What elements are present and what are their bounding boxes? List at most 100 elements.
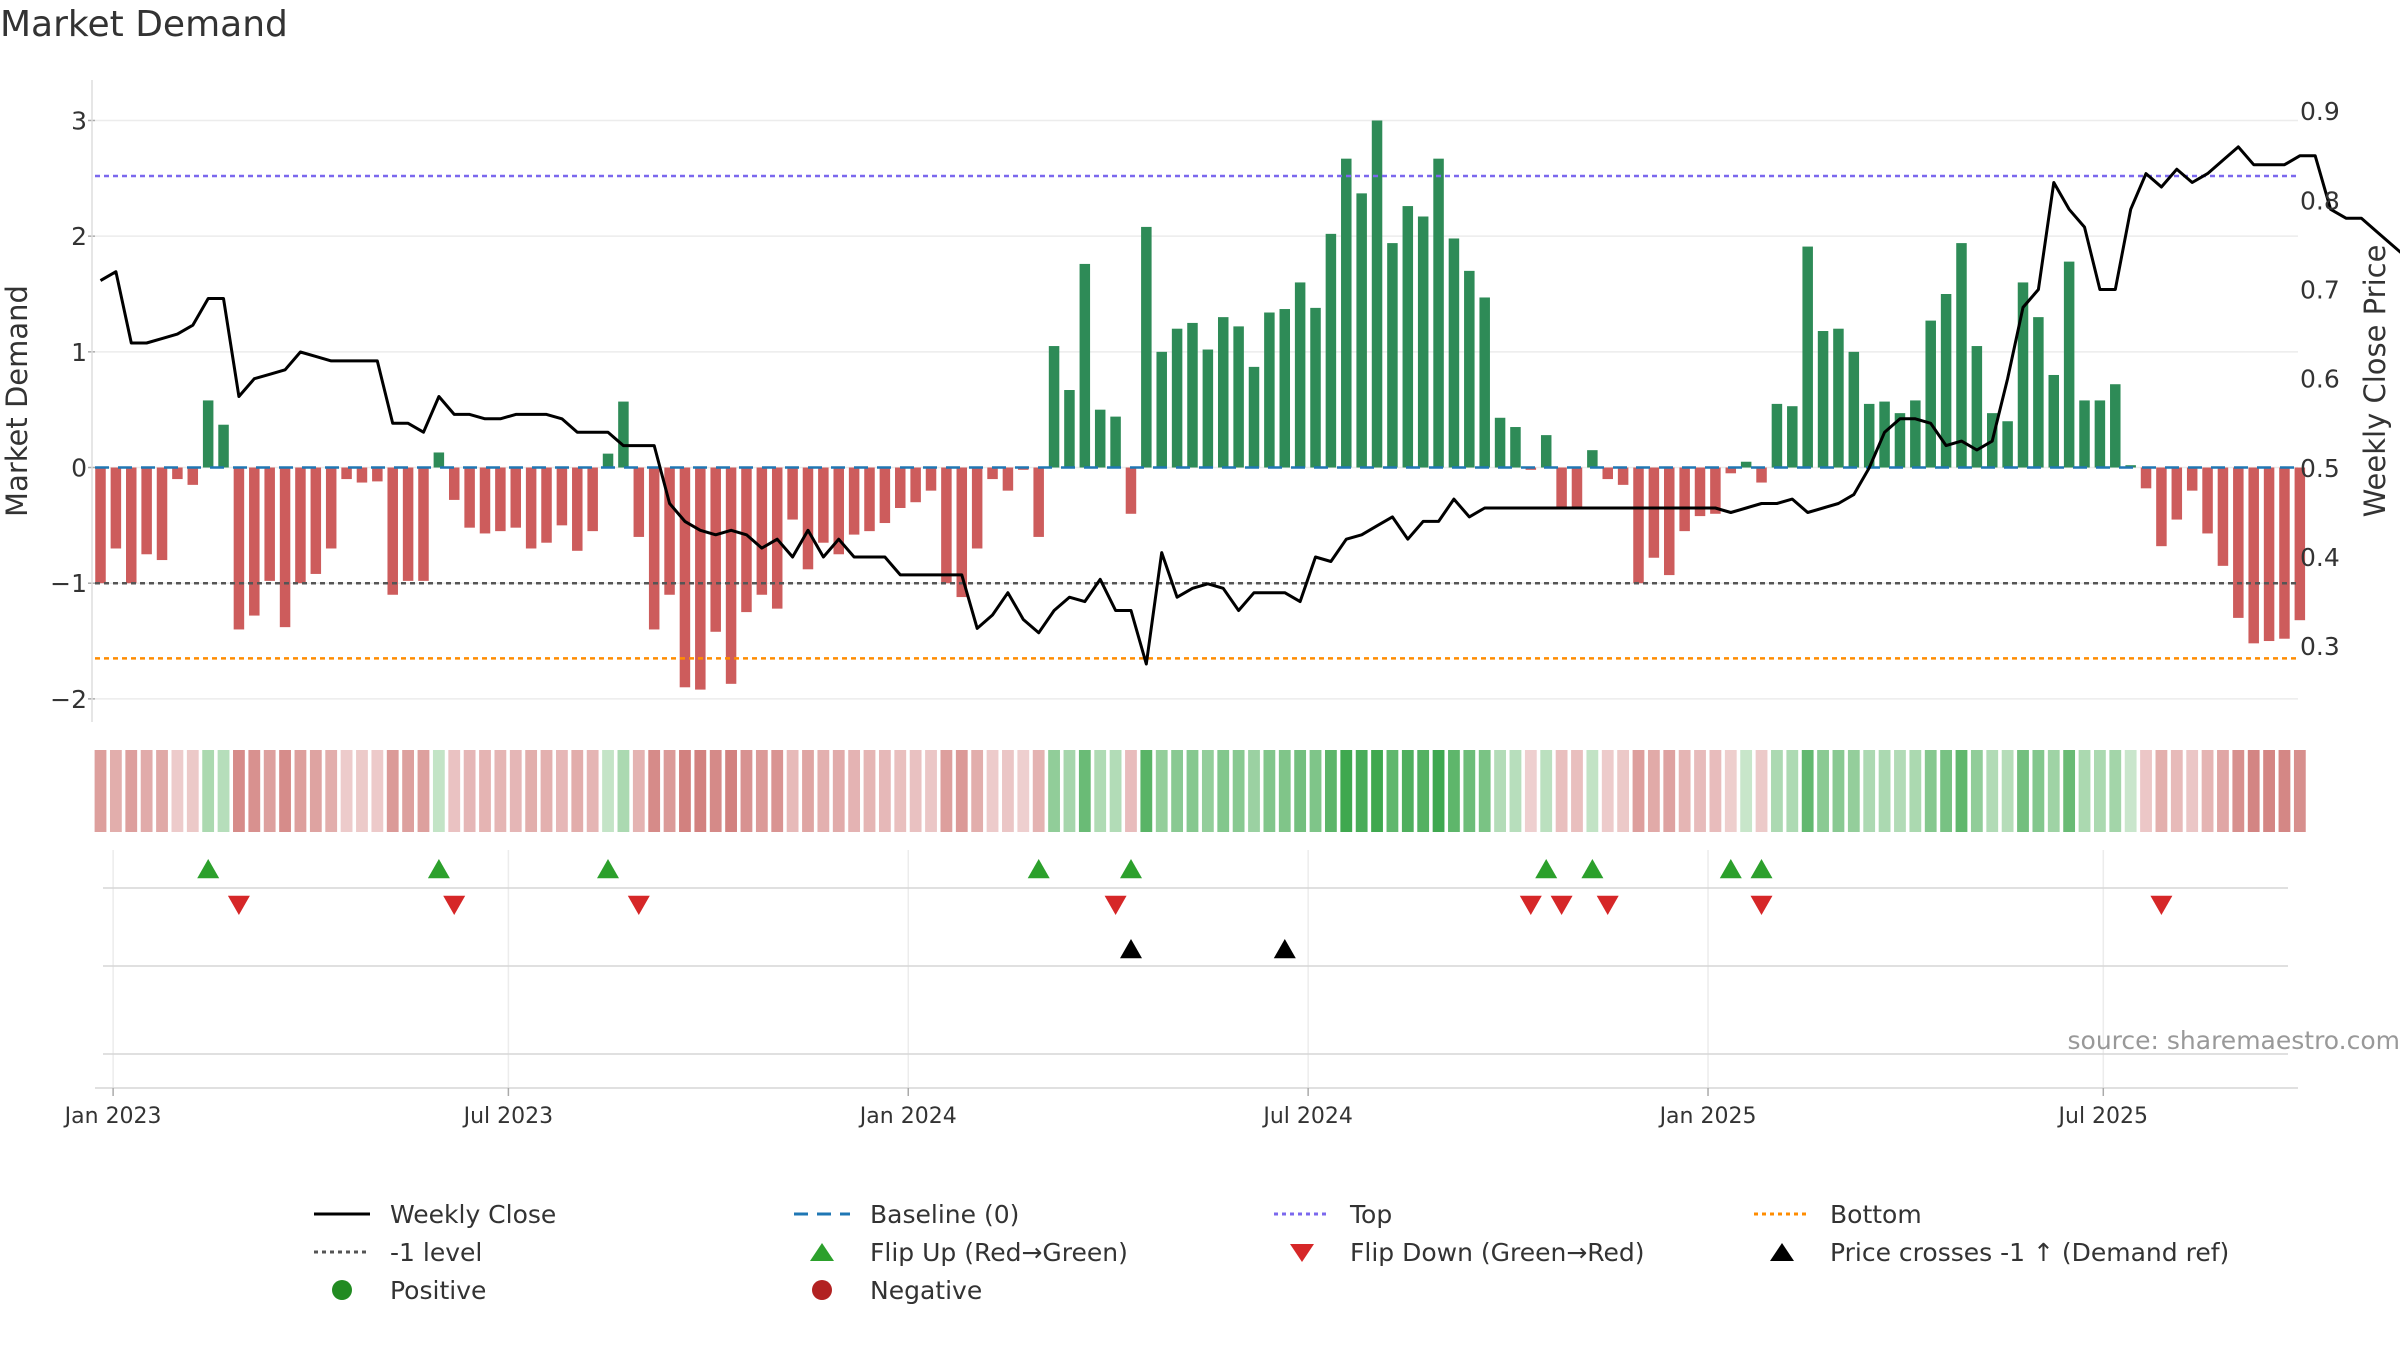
heat-cell	[1924, 750, 1937, 832]
heat-cell	[878, 750, 891, 832]
heat-cell	[2155, 750, 2168, 832]
heat-cell	[2063, 750, 2076, 832]
demand-bar	[1233, 326, 1244, 468]
demand-bar	[1371, 120, 1383, 468]
demand-bar	[402, 467, 414, 581]
demand-bar	[818, 467, 829, 543]
demand-bar	[479, 467, 491, 534]
demand-bar	[1740, 461, 1752, 468]
heat-cell	[1863, 750, 1876, 832]
flip-down-marker	[1596, 895, 1619, 915]
heat-cell	[2232, 750, 2245, 832]
heat-cell	[1786, 750, 1799, 832]
legend-line-icon	[314, 1212, 370, 1216]
legend-label: Bottom	[1830, 1199, 1922, 1229]
x-tick-label: Jul 2025	[2057, 1104, 2149, 1129]
demand-bar	[1479, 297, 1490, 468]
demand-bar	[2294, 467, 2306, 621]
demand-bar	[110, 467, 122, 549]
demand-bar	[1940, 294, 1952, 468]
heat-cell	[571, 750, 584, 832]
demand-bar	[1540, 435, 1552, 468]
heat-cell	[386, 750, 399, 832]
demand-bar	[418, 467, 429, 581]
legend-label: Top	[1350, 1199, 1393, 1229]
demand-bar	[1417, 216, 1429, 468]
demand-bar	[695, 467, 706, 690]
heat-cell	[1586, 750, 1599, 832]
heat-cell	[1432, 750, 1445, 832]
demand-bar	[1202, 349, 1214, 468]
heat-cell	[556, 750, 568, 832]
left-tick-label: 0	[71, 454, 87, 483]
demand-bar	[848, 467, 860, 535]
heat-cell	[709, 750, 722, 832]
heat-cell	[525, 750, 538, 832]
heat-cell	[2124, 750, 2137, 832]
heat-cell	[140, 750, 153, 832]
heat-cell	[1278, 750, 1291, 832]
heat-cell	[2263, 750, 2275, 832]
heat-cell	[1140, 750, 1153, 832]
demand-bar	[279, 467, 291, 628]
heat-cell	[679, 750, 691, 832]
left-tick-label: 1	[71, 338, 87, 367]
demand-bar	[1756, 467, 1767, 483]
demand-bar	[1171, 328, 1183, 468]
heat-cell	[1847, 750, 1860, 832]
demand-bar	[1464, 270, 1475, 468]
heat-cell	[1448, 750, 1460, 832]
heat-cell	[1401, 750, 1414, 832]
legend-dot-line-icon	[314, 1250, 370, 1254]
demand-bar	[1294, 282, 1306, 468]
heat-cell	[402, 750, 414, 832]
x-tick-label: Jul 2024	[1261, 1104, 1353, 1129]
heat-cell	[2217, 750, 2229, 832]
flip-down-marker	[1519, 895, 1542, 915]
heat-cell	[186, 750, 199, 832]
flip-up-marker	[1719, 859, 1742, 879]
demand-bar	[1048, 346, 1060, 468]
demand-bar	[1894, 413, 1906, 468]
price-cross-marker	[1273, 939, 1296, 959]
demand-bar	[1910, 400, 1921, 468]
legend-label: Flip Down (Green→Red)	[1350, 1237, 1645, 1267]
x-axis: Jan 2023 Jul 2023 Jan 2024 Jul 2024 Jan 2025…	[63, 1087, 2298, 1129]
demand-bar	[1971, 346, 1983, 468]
flip-up-marker	[1120, 859, 1142, 879]
heat-cell	[1724, 750, 1737, 832]
demand-bar	[2248, 467, 2259, 644]
demand-bar	[1341, 158, 1352, 468]
demand-bar	[2171, 467, 2183, 520]
demand-bar	[1571, 467, 1583, 508]
demand-bar	[2063, 261, 2075, 468]
demand-bar	[341, 467, 352, 480]
right-tick-label: 0.7	[2300, 276, 2340, 305]
demand-bar	[971, 467, 983, 549]
flip-up-marker	[197, 859, 220, 879]
heat-cell	[1986, 750, 1999, 832]
left-tick-label: −1	[50, 569, 87, 598]
demand-bar	[725, 467, 737, 684]
demand-bar	[664, 467, 675, 595]
demand-bar	[2110, 384, 2121, 468]
heat-cell	[1755, 750, 1768, 832]
chart-title: Market Demand	[0, 4, 288, 45]
demand-bar	[541, 467, 552, 543]
heat-cell	[1186, 750, 1199, 832]
heat-cell	[955, 750, 968, 832]
heat-cell	[1601, 750, 1614, 832]
heat-cell	[1509, 750, 1522, 832]
heat-cell	[1002, 750, 1014, 832]
demand-bar	[679, 467, 691, 688]
heat-cell	[448, 750, 461, 832]
heat-cell	[632, 750, 645, 832]
right-tick-label: 0.6	[2300, 365, 2340, 394]
heat-cell	[2078, 750, 2091, 832]
heat-cell	[417, 750, 430, 832]
flip-up-marker	[1535, 859, 1558, 879]
demand-bar	[741, 467, 752, 613]
flip-up-marker	[597, 859, 619, 879]
demand-bar	[372, 467, 383, 482]
demand-bar	[387, 467, 398, 595]
